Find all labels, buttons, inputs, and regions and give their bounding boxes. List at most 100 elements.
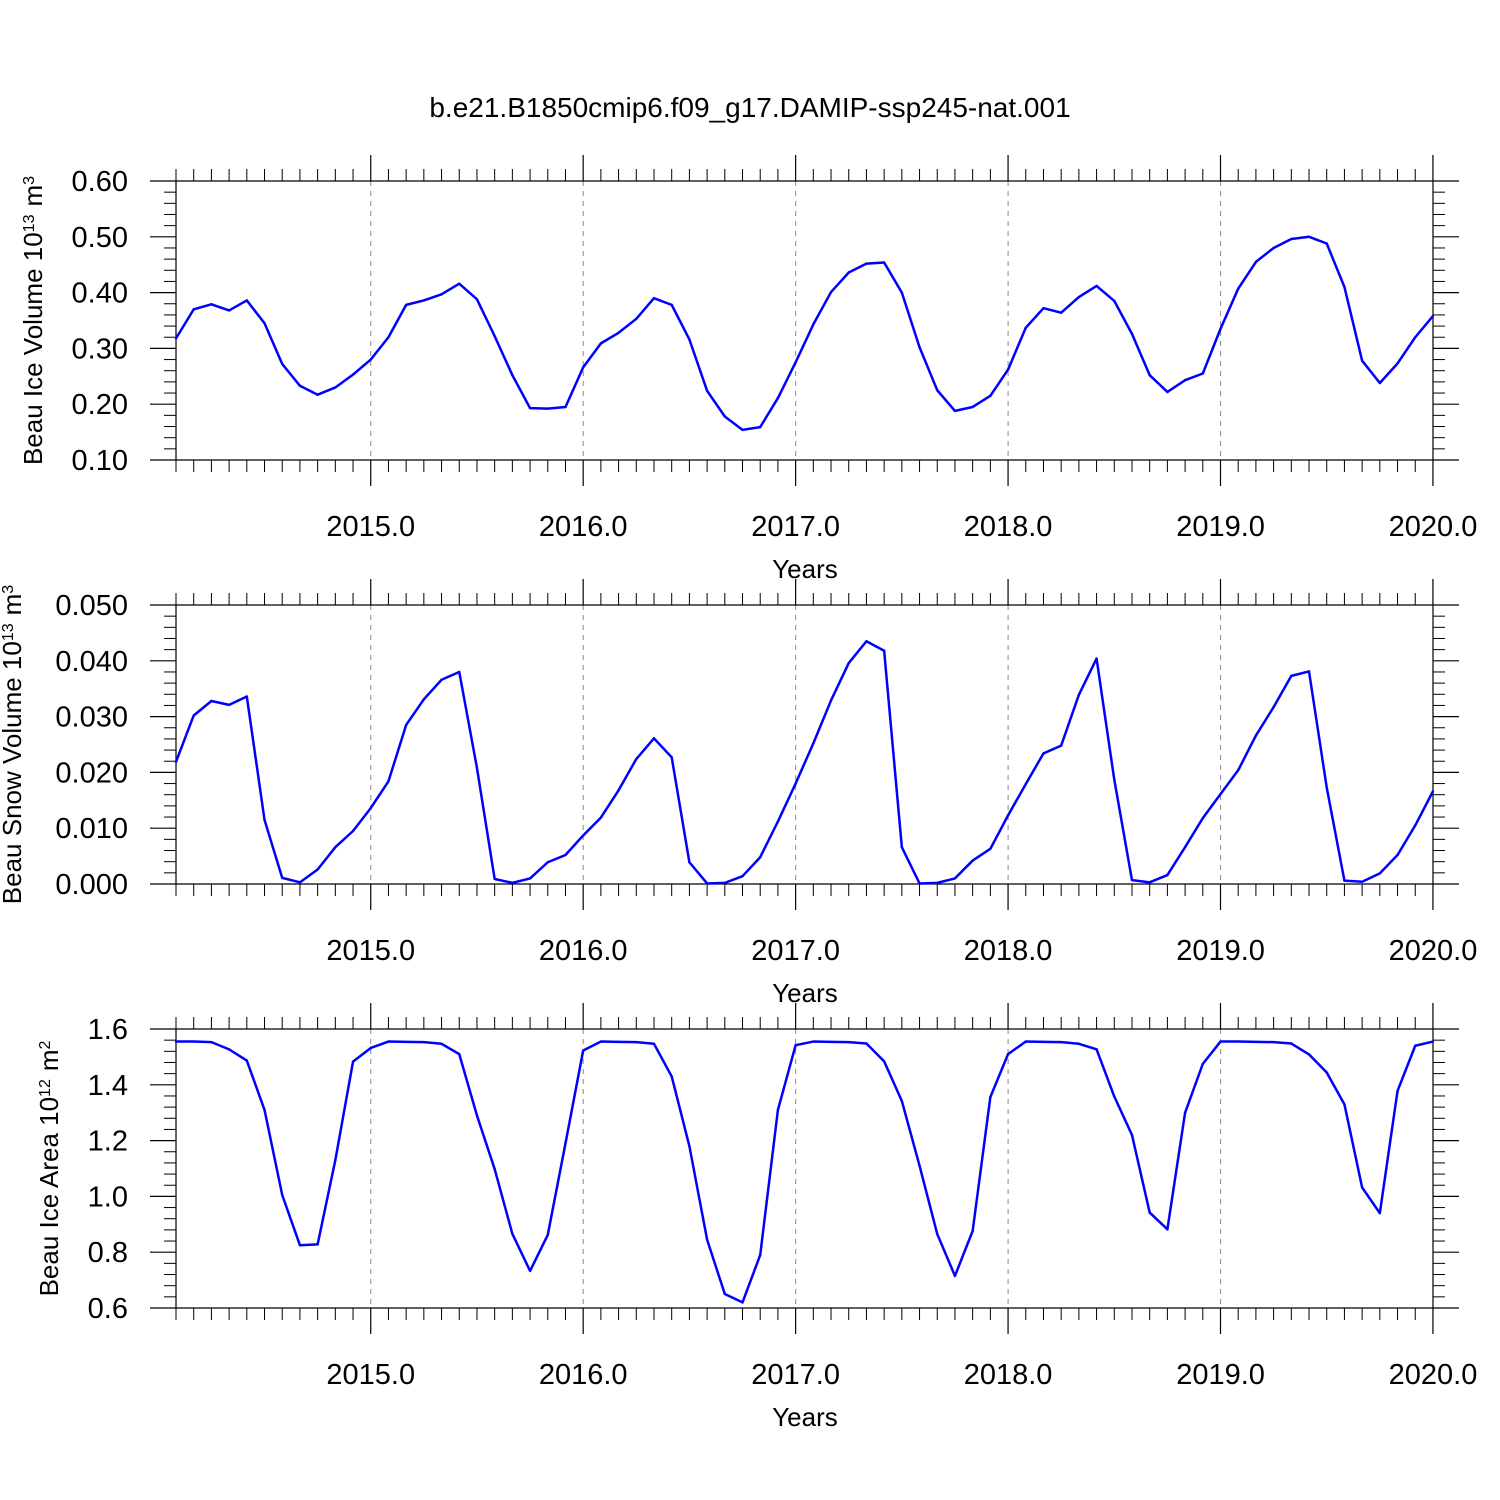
data-point (263, 818, 266, 822)
data-point (1042, 752, 1045, 755)
data-point (1059, 311, 1063, 314)
data-point (458, 1052, 461, 1056)
data-point (1272, 1040, 1275, 1044)
data-point (1183, 379, 1187, 382)
data-point (599, 342, 603, 345)
data-point (794, 361, 797, 364)
data-point (546, 861, 549, 864)
data-point (404, 723, 408, 727)
data-point (882, 261, 886, 264)
data-point (281, 1193, 284, 1197)
data-point (599, 816, 603, 819)
data-point (812, 1040, 815, 1043)
data-point (1113, 778, 1116, 781)
data-point (1166, 390, 1169, 394)
data-point (1183, 1111, 1187, 1114)
y-axis-label-exponent: 13 (0, 623, 17, 641)
data-point (900, 1099, 904, 1103)
data-point (936, 389, 939, 392)
data-point (794, 782, 797, 785)
data-point (847, 271, 850, 274)
data-point (404, 303, 408, 307)
data-point (635, 317, 638, 321)
y-tick-label: 0.10 (72, 445, 128, 477)
data-point (1254, 260, 1258, 264)
data-point (440, 678, 443, 681)
data-point (192, 308, 195, 311)
y-axis-label: Beau Ice Volume 1013 m3 (18, 176, 48, 465)
data-point (493, 877, 496, 881)
data-point (422, 1040, 426, 1044)
data-point (882, 1060, 886, 1063)
y-tick-label: 0.030 (55, 702, 128, 734)
data-point (1431, 314, 1435, 318)
data-point (334, 845, 337, 849)
data-point (564, 853, 567, 857)
data-point (227, 309, 231, 312)
data-point (493, 1167, 496, 1171)
x-tick-label: 2017.0 (751, 511, 840, 543)
data-point (900, 845, 904, 849)
data-point (1290, 674, 1293, 678)
data-point (1414, 1044, 1417, 1047)
data-point (1272, 705, 1275, 709)
data-point (865, 1042, 868, 1045)
y-tick-label: 1.2 (88, 1126, 128, 1158)
y-axis-label-unit: m (34, 1049, 64, 1071)
data-point (1006, 1052, 1010, 1056)
data-point (316, 868, 319, 871)
data-point (1325, 1071, 1328, 1074)
data-point (528, 1269, 532, 1273)
data-point (1059, 1040, 1063, 1044)
data-point (652, 1042, 656, 1045)
data-point (422, 698, 426, 701)
data-point (387, 1040, 390, 1043)
data-point (581, 366, 585, 369)
data-point (617, 331, 620, 334)
data-point (741, 1301, 744, 1304)
chart-panel-3: 2015.0 2016.0 2017.0 2018.0 2019.0 2020.0 0.6 0… (34, 1003, 1477, 1432)
y-tick-label: 0.40 (72, 278, 128, 310)
data-point (936, 881, 939, 885)
data-point (298, 384, 302, 387)
data-point (1201, 1062, 1204, 1066)
data-point (458, 670, 461, 674)
data-point (812, 323, 815, 326)
data-point (281, 362, 284, 366)
y-axis-label-exponent: 12 (37, 1079, 54, 1097)
data-point (918, 346, 921, 349)
data-point (1166, 873, 1169, 877)
data-point (1325, 242, 1328, 245)
data-point (971, 405, 974, 409)
data-point (918, 1164, 921, 1167)
data-point (759, 425, 762, 429)
data-point (387, 780, 390, 783)
figure-title: b.e21.B1850cmip6.f09_g17.DAMIP-ssp245-na… (429, 92, 1070, 123)
y-axis-label-text: Beau Ice Area 10 (34, 1097, 64, 1296)
x-axis-label: Years (772, 1402, 838, 1432)
y-tick-label: 0.000 (55, 869, 128, 901)
series-line (174, 235, 1434, 432)
y-tick-label: 0.30 (72, 333, 128, 365)
data-point (1307, 1053, 1311, 1056)
data-point (829, 290, 833, 294)
data-point (422, 299, 426, 302)
x-tick-label: 2016.0 (539, 1359, 628, 1391)
data-point (1360, 1186, 1364, 1189)
y-tick-label: 0.50 (72, 222, 128, 254)
data-point (369, 806, 372, 810)
data-point (263, 322, 266, 325)
y-tick-label: 0.6 (88, 1293, 128, 1325)
data-point (617, 1040, 620, 1044)
data-point (900, 291, 904, 294)
data-point (847, 661, 850, 665)
data-point (865, 262, 868, 265)
data-point (776, 396, 780, 400)
x-tick-label: 2016.0 (539, 511, 628, 543)
data-point (989, 847, 992, 851)
data-point (1095, 284, 1098, 288)
data-point (1343, 285, 1346, 289)
data-point (1378, 872, 1382, 875)
y-tick-label: 1.4 (88, 1070, 128, 1102)
data-point (1378, 1211, 1382, 1215)
